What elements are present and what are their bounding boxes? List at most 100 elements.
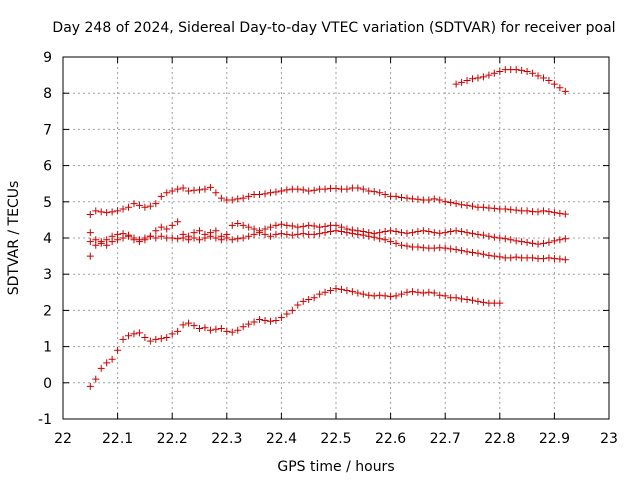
data-point [512,253,520,261]
data-point [152,234,160,242]
data-point [212,227,220,235]
data-point [381,191,389,199]
data-point [348,288,356,296]
data-point [469,230,476,238]
data-point [463,296,471,304]
data-point [359,231,367,239]
data-point [86,252,94,260]
data-point [316,290,324,298]
data-point [545,208,553,216]
data-point [469,75,476,83]
data-point [288,231,296,239]
data-point [228,236,236,244]
data-point [179,184,187,192]
data-point [152,335,160,343]
data-point [441,292,449,300]
data-point [288,306,296,314]
data-point [119,205,127,213]
data-point [196,227,203,235]
data-point [119,335,127,343]
data-point [135,201,143,209]
data-point [266,189,274,197]
data-point [217,194,225,202]
data-point [458,295,466,303]
data-point [354,289,362,297]
data-point [370,233,378,241]
data-point [190,322,198,330]
data-point [277,187,285,195]
data-point [97,364,105,372]
data-point [414,227,422,235]
data-point [545,254,553,262]
data-point [419,289,427,297]
data-point [283,230,291,238]
data-point [463,201,471,209]
data-point [114,346,122,354]
data-point [228,221,236,229]
series-upper-band [86,183,569,218]
data-point [403,229,411,237]
y-tick-label: 5 [43,195,52,211]
data-point [458,201,466,209]
data-point [266,317,274,325]
data-point [283,221,291,229]
data-point [452,80,460,88]
data-point [490,69,498,77]
data-point [250,230,258,238]
data-point [518,238,526,246]
data-point [206,232,214,240]
data-point [152,227,160,235]
data-point [174,218,182,226]
data-point [185,187,193,195]
data-point [359,185,367,193]
grid [63,57,609,419]
data-point [496,67,504,75]
data-point [490,204,498,212]
data-point [141,203,149,211]
data-point [398,193,406,201]
data-point [288,222,296,230]
data-point [168,330,176,338]
series-isolated-point [86,252,94,260]
data-point [403,194,411,202]
data-point [239,323,247,331]
data-point [529,254,537,262]
data-point [387,227,395,235]
data-point [130,200,138,208]
x-tick-label: 23 [600,431,618,447]
data-point [234,326,242,334]
data-point [310,186,318,194]
x-tick-label: 22.5 [320,431,351,447]
data-point [425,227,433,235]
data-point [381,227,389,235]
data-point [327,286,335,294]
data-point [501,235,509,243]
data-point [223,327,231,335]
y-tick-label: 4 [43,231,52,247]
data-point [561,87,569,95]
x-tick-label: 22.2 [157,431,188,447]
data-point [228,328,236,336]
data-point [266,223,274,231]
data-point [556,84,564,92]
data-point [370,188,378,196]
data-point [201,234,209,242]
data-point [321,185,329,193]
data-point [452,246,460,254]
data-point [108,208,116,216]
data-point [490,233,498,241]
data-point [414,195,422,203]
data-point [310,222,318,230]
data-point [337,227,345,235]
x-tick-label: 22.1 [102,431,133,447]
data-point [512,206,520,214]
data-point [141,234,149,242]
data-point [376,229,384,237]
data-point [86,229,94,237]
data-point [163,189,171,197]
data-point [272,221,280,229]
data-point [234,220,242,228]
data-point [250,318,258,326]
data-point [539,74,547,82]
data-point [398,290,406,298]
